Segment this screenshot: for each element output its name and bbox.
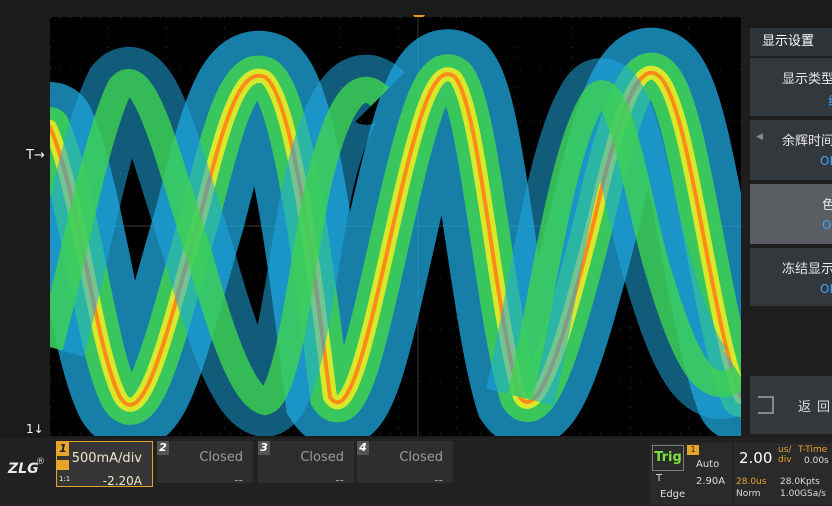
menu-item-freeze[interactable]: 冻结显示 OFF [750,248,832,306]
back-icon [758,396,774,414]
menu-item-value: ON [822,218,832,232]
menu-item-label: 冻结显示 [782,262,832,277]
channel-3-panel[interactable]: 3 Closed -- [258,441,354,487]
top-strip [0,0,741,15]
channel-scale: 500mA/div [71,451,142,466]
trigger-panel[interactable]: Trig 1 Auto T 2.90A Edge [650,443,732,505]
menu-item-color-temp[interactable]: 色温 ON [750,184,832,244]
trigger-level: 2.90A [696,476,726,487]
channel-number: 2 [157,441,169,455]
registered-mark: ® [36,457,45,467]
coupling-icon [57,460,69,470]
trigger-type: Edge [660,489,686,500]
waveform-svg [50,17,741,436]
probe-ratio: 1:1 [59,475,71,483]
unit-bottom: div [778,455,792,465]
time-mode-label: T-Time [798,445,828,455]
channel-offset: -- [335,473,344,487]
channel-scale: Closed [199,450,243,465]
menu-item-persistence[interactable]: ◀ 余辉时间 OFF [750,120,832,180]
time-scale: 2.00 [739,449,773,467]
channel1-ground-marker[interactable]: 1↓ [26,422,44,436]
trigger-source: 1 [687,445,699,455]
channel-scale: Closed [399,450,443,465]
menu-item-label: 色温 [822,198,832,213]
horizontal-position: 28.0us [736,477,767,487]
menu-title: 显示设置 [750,28,832,56]
menu-item-label: 余辉时间 [782,134,832,149]
menu-item-value: OFF [820,282,832,296]
trigger-level-marker[interactable]: T→ [26,148,45,163]
memory-depth: 28.0Kpts [780,477,820,487]
channel-1-panel[interactable]: 1 1:1 500mA/div -2.20A [56,441,153,488]
channel-offset: -- [234,473,243,487]
channel-number: 3 [258,441,270,455]
brand-logo: ZLG [8,461,39,477]
acquisition-mode: Norm [736,489,761,499]
trigger-type-label: T [656,473,663,484]
waveform-display[interactable] [50,17,741,436]
channel-scale: Closed [300,450,344,465]
timebase-panel[interactable]: 2.00 us/div T-Time 0.00s 28.0us 28.0Kpts… [734,443,832,505]
channel-4-panel[interactable]: 4 Closed -- [357,441,453,487]
back-button[interactable]: 返回 [750,376,832,434]
channel-offset: -- [434,473,443,487]
channel-number: 4 [357,441,369,455]
persistence-band-shifted [50,47,741,436]
time-unit: us/div [778,445,792,465]
channel-2-panel[interactable]: 2 Closed -- [157,441,253,487]
channel-offset: -2.20A [102,474,142,488]
unit-top: us/ [778,445,792,455]
menu-item-label: 显示类型 [782,72,832,87]
menu-item-display-type[interactable]: 显示类型 线 [750,58,832,116]
trigger-status: Trig [652,445,684,471]
chevron-left-icon: ◀ [756,132,763,142]
time-value: 0.00s [804,456,829,466]
menu-item-value: OFF [820,154,832,168]
back-label: 返回 [798,400,832,415]
trigger-mode: Auto [696,459,720,470]
channel-number: 1 [57,442,69,456]
sample-rate: 1.00GSa/s [780,489,826,499]
menu-item-value: 线 [828,92,832,109]
